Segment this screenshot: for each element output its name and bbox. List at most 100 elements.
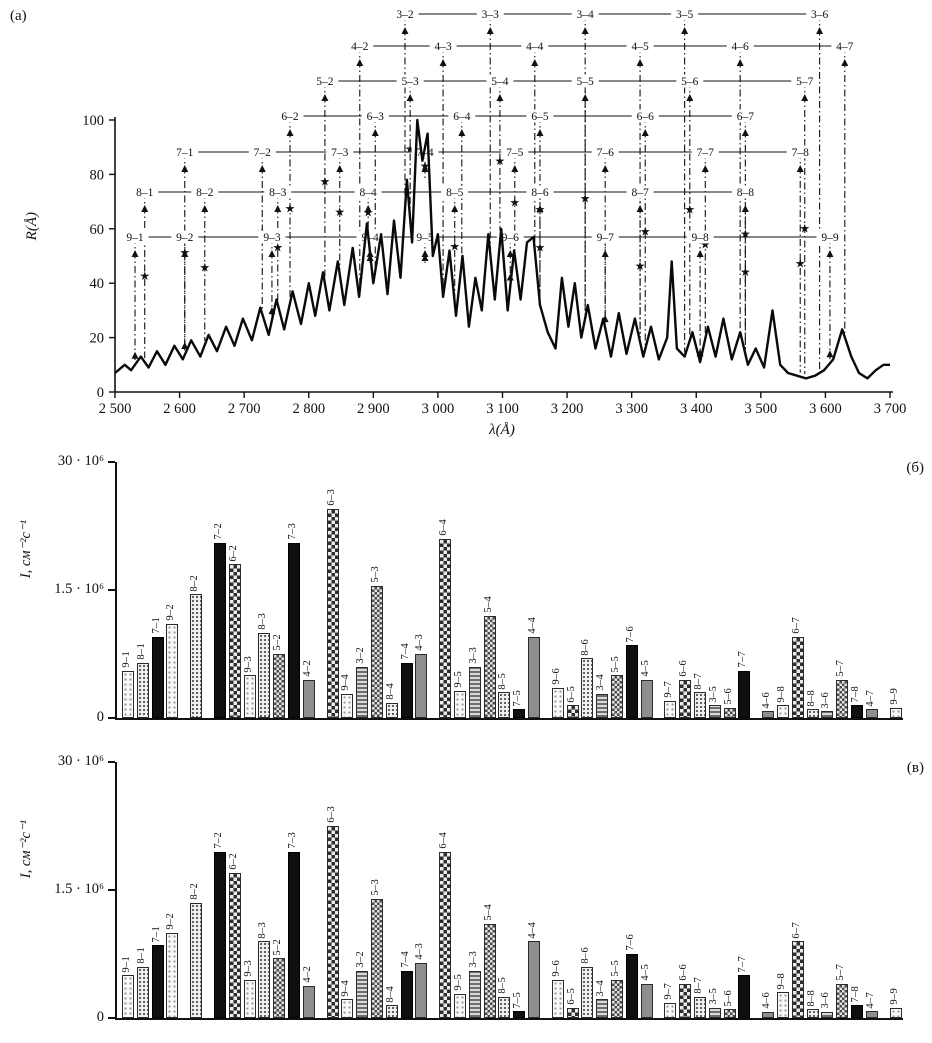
bar-label-3–3: 3–3 bbox=[467, 647, 479, 664]
bar-label-8–2: 8–2 bbox=[189, 883, 201, 900]
transition-label-bg bbox=[441, 185, 469, 199]
bar-6–2 bbox=[228, 564, 241, 718]
bar-9–8 bbox=[777, 992, 789, 1018]
bar-label-4–2: 4–2 bbox=[301, 965, 313, 983]
transition-label: 3–6 bbox=[811, 9, 829, 21]
transition-label: 5–6 bbox=[681, 76, 699, 88]
bar-label-6–2: 6–2 bbox=[227, 853, 239, 870]
transition-label: 7–3 bbox=[331, 147, 349, 159]
bar-label-8–8: 8–8 bbox=[805, 989, 817, 1007]
transition-label-bg bbox=[429, 39, 457, 53]
triangle-marker-icon bbox=[841, 59, 849, 66]
y-tick bbox=[108, 589, 115, 591]
transition-label-bg bbox=[691, 145, 719, 159]
bar-8–4 bbox=[385, 1005, 398, 1018]
transition-label-bg bbox=[391, 7, 419, 21]
bar-7–3 bbox=[288, 851, 300, 1018]
transition-label-bg bbox=[526, 109, 554, 123]
triangle-marker-icon bbox=[336, 165, 344, 172]
transition-label-bg bbox=[496, 230, 524, 244]
y-tick bbox=[108, 717, 115, 719]
bar-5–3 bbox=[371, 898, 383, 1018]
bar-8–2 bbox=[190, 902, 203, 1018]
bar-8–6 bbox=[581, 658, 594, 718]
bar-label-9–9: 9–9 bbox=[888, 988, 900, 1005]
bar-label-9–8: 9–8 bbox=[776, 685, 787, 703]
transition-label-bg bbox=[476, 7, 504, 21]
transition-label-bg bbox=[671, 7, 699, 21]
star-marker-icon: ★ bbox=[509, 196, 520, 210]
star-marker-icon: ★ bbox=[334, 205, 345, 219]
transition-label-bg bbox=[591, 145, 619, 159]
star-marker-icon: ★ bbox=[535, 240, 546, 254]
x-tick-label: 3 200 bbox=[551, 401, 584, 417]
transition-label: 5–3 bbox=[402, 76, 420, 88]
bar-label-4–7: 4–7 bbox=[864, 991, 876, 1009]
transition-label: 6–7 bbox=[737, 111, 755, 123]
transition-label-bg bbox=[191, 185, 219, 199]
bar-4–2 bbox=[302, 985, 315, 1018]
bar-label-8–1: 8–1 bbox=[135, 947, 147, 964]
bar-7–6 bbox=[625, 645, 638, 718]
bar-7–3 bbox=[288, 543, 300, 718]
bar-5–5 bbox=[611, 675, 623, 718]
bar-label-8–6: 8–6 bbox=[580, 947, 592, 964]
bar-label-8–2: 8–2 bbox=[189, 574, 201, 592]
bar-label-8–3: 8–3 bbox=[257, 921, 269, 939]
bar-label-6–5: 6–5 bbox=[565, 988, 577, 1005]
bar-label-3–4: 3–4 bbox=[595, 979, 607, 997]
transition-label-bg bbox=[276, 109, 304, 123]
bar-label-3–3: 3–3 bbox=[467, 951, 479, 969]
transition-label: 9–9 bbox=[821, 232, 839, 244]
bar-label-6–3: 6–3 bbox=[325, 806, 337, 823]
star-marker-icon: ★ bbox=[449, 239, 460, 253]
bar-3–3 bbox=[468, 971, 481, 1018]
transition-label-bg bbox=[354, 185, 382, 199]
transition-label: 9–2 bbox=[176, 232, 194, 244]
bar-7–7 bbox=[738, 671, 751, 718]
transition-label-bg bbox=[248, 145, 276, 159]
bar-label-9–7: 9–7 bbox=[663, 982, 675, 1000]
transition-label: 9–1 bbox=[126, 232, 144, 244]
bar-8–3 bbox=[258, 632, 271, 718]
panel-b-label: (б) bbox=[906, 460, 924, 476]
bar-label-9–5: 9–5 bbox=[453, 974, 464, 992]
bar-4–3 bbox=[415, 962, 428, 1018]
bar-label-4–6: 4–6 bbox=[761, 691, 773, 709]
bar-label-5–4: 5–4 bbox=[482, 595, 494, 613]
bar-label-5–3: 5–3 bbox=[370, 878, 381, 896]
transition-label: 7–5 bbox=[506, 147, 524, 159]
bar-8–7 bbox=[694, 692, 706, 718]
bar-label-6–5: 6–5 bbox=[565, 685, 577, 703]
bar-5–6 bbox=[723, 707, 736, 718]
bar-4–6 bbox=[762, 711, 775, 718]
panel-v-bar-chart: (в) I, см⁻²с⁻¹ 30 · 10⁶ 1.5 · 10⁶ 0 9–1 8–1 7… bbox=[0, 748, 932, 1040]
x-tick-label: 3 700 bbox=[874, 401, 907, 417]
bar-4–5 bbox=[640, 983, 653, 1018]
bar-5–7 bbox=[836, 679, 849, 718]
transition-label: 4–3 bbox=[434, 41, 452, 53]
transition-label-bg bbox=[131, 185, 159, 199]
transition-label-bg bbox=[731, 185, 759, 199]
y-tick-label: 80 bbox=[90, 167, 105, 183]
transition-label: 8–1 bbox=[136, 187, 154, 199]
transition-label: 3–4 bbox=[577, 9, 595, 21]
bar-7–1 bbox=[151, 636, 164, 718]
transition-label-bg bbox=[726, 39, 754, 53]
bar-9–6 bbox=[551, 979, 564, 1018]
transition-label-bg bbox=[171, 145, 199, 159]
transition-label: 4–4 bbox=[526, 41, 544, 53]
bar-8–8 bbox=[806, 709, 819, 718]
star-marker-icon: ★ bbox=[740, 265, 751, 279]
bar-8–2 bbox=[190, 594, 203, 718]
bar-label-6–4: 6–4 bbox=[438, 831, 450, 849]
bar-label-3–5: 3–5 bbox=[707, 988, 719, 1005]
triangle-marker-icon bbox=[451, 205, 459, 212]
bar-3–6 bbox=[821, 1012, 834, 1018]
transition-label-bg bbox=[448, 109, 476, 123]
triangle-marker-icon bbox=[181, 165, 189, 172]
y-tick-label: 20 bbox=[90, 331, 105, 347]
triangle-marker-icon bbox=[181, 250, 189, 257]
bar-label-4–5: 4–5 bbox=[639, 964, 651, 981]
